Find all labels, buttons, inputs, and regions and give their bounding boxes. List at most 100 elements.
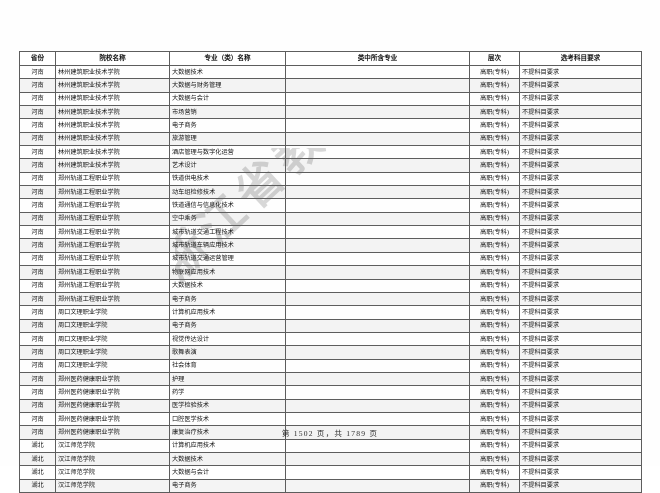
cell-level: 高职(专科) (469, 211, 520, 227)
cell-province: 河南 (19, 91, 56, 107)
cell-included-majors (285, 171, 470, 187)
cell-included-majors (285, 345, 470, 360)
cell-province: 河南 (19, 238, 56, 253)
cell-school-name: 汉江师范学院 (55, 465, 170, 480)
cell-school-name: 周口文理职业学院 (55, 305, 170, 320)
cell-school-name: 周口文理职业学院 (55, 318, 170, 333)
table-row: 河南 周口文理职业学院 视觉传达设计 高职(专科) 不提科目要求 (19, 331, 642, 347)
cell-included-majors (285, 91, 470, 107)
cell-province: 河南 (19, 78, 56, 93)
table-row: 河南 郑州轨道工程职业学院 城市轨道车辆应用技术 高职(专科) 不提科目要求 (19, 238, 642, 253)
cell-school-name: 郑州轨道工程职业学院 (55, 265, 170, 280)
cell-subject-requirement: 不提科目要求 (519, 118, 642, 133)
cell-school-name: 林州建筑职业技术学院 (55, 64, 170, 80)
cell-level: 高职(专科) (469, 238, 520, 253)
cell-subject-requirement: 不提科目要求 (519, 251, 642, 267)
cell-school-name: 郑州轨道工程职业学院 (55, 171, 170, 187)
cell-school-name: 汉江师范学院 (55, 451, 170, 467)
cell-included-majors (285, 385, 470, 400)
cell-major-name: 物联网应用技术 (169, 265, 286, 280)
catalog-table: 省份 院校名称 专业（类）名称 类中所含专业 层次 选考科目要求 河南 林州建筑职… (19, 51, 642, 493)
column-header-subject-requirement: 选考科目要求 (519, 51, 642, 66)
cell-included-majors (285, 331, 470, 347)
cell-level: 高职(专科) (469, 411, 520, 427)
cell-level: 高职(专科) (469, 478, 520, 493)
cell-major-name: 大数据技术 (169, 64, 286, 80)
cell-province: 河南 (19, 145, 56, 160)
cell-province: 河南 (19, 305, 56, 320)
table-row: 湖北 汉江师范学院 计算机应用技术 高职(专科) 不提科目要求 (19, 438, 642, 453)
cell-major-name: 城市轨道交通运营管理 (169, 251, 286, 267)
cell-school-name: 汉江师范学院 (55, 438, 170, 453)
cell-school-name: 郑州医药健康职业学院 (55, 411, 170, 427)
cell-subject-requirement: 不提科目要求 (519, 238, 642, 253)
cell-province: 河南 (19, 265, 56, 280)
cell-major-name: 旅游管理 (169, 131, 286, 147)
cell-school-name: 林州建筑职业技术学院 (55, 105, 170, 120)
cell-included-majors (285, 185, 470, 200)
cell-province: 河南 (19, 411, 56, 427)
cell-school-name: 林州建筑职业技术学院 (55, 118, 170, 133)
cell-subject-requirement: 不提科目要求 (519, 171, 642, 187)
cell-level: 高职(专科) (469, 371, 520, 387)
cell-level: 高职(专科) (469, 358, 520, 373)
table-row: 河南 周口文理职业学院 歌舞表演 高职(专科) 不提科目要求 (19, 345, 642, 360)
cell-major-name: 电子商务 (169, 318, 286, 333)
cell-level: 高职(专科) (469, 118, 520, 133)
cell-province: 河南 (19, 398, 56, 413)
cell-province: 河南 (19, 278, 56, 293)
cell-subject-requirement: 不提科目要求 (519, 265, 642, 280)
cell-subject-requirement: 不提科目要求 (519, 331, 642, 347)
table-row: 河南 周口文理职业学院 社会体育 高职(专科) 不提科目要求 (19, 358, 642, 373)
cell-major-name: 铁道通信与信息化技术 (169, 198, 286, 213)
cell-level: 高职(专科) (469, 291, 520, 307)
cell-included-majors (285, 478, 470, 493)
cell-school-name: 林州建筑职业技术学院 (55, 78, 170, 93)
cell-school-name: 郑州轨道工程职业学院 (55, 198, 170, 213)
cell-level: 高职(专科) (469, 331, 520, 347)
cell-province: 河南 (19, 171, 56, 187)
cell-province: 河南 (19, 198, 56, 213)
cell-subject-requirement: 不提科目要求 (519, 438, 642, 453)
cell-level: 高职(专科) (469, 145, 520, 160)
cell-province: 河南 (19, 331, 56, 347)
table-row: 河南 林州建筑职业技术学院 大数据与会计 高职(专科) 不提科目要求 (19, 91, 642, 107)
cell-school-name: 周口文理职业学院 (55, 358, 170, 373)
cell-subject-requirement: 不提科目要求 (519, 411, 642, 427)
cell-school-name: 林州建筑职业技术学院 (55, 158, 170, 173)
document-page: 浙江省教育考试院 省份 院校名称 专业（类）名称 类中所含专业 层次 选考科目要… (19, 51, 642, 493)
cell-included-majors (285, 198, 470, 213)
cell-major-name: 空中乘务 (169, 211, 286, 227)
cell-school-name: 周口文理职业学院 (55, 345, 170, 360)
cell-included-majors (285, 465, 470, 480)
cell-included-majors (285, 425, 470, 440)
cell-major-name: 药学 (169, 385, 286, 400)
cell-school-name: 周口文理职业学院 (55, 331, 170, 347)
table-row: 河南 郑州轨道工程职业学院 城市轨道交通工程技术 高职(专科) 不提科目要求 (19, 225, 642, 240)
table-row: 河南 林州建筑职业技术学院 大数据与财务管理 高职(专科) 不提科目要求 (19, 78, 642, 93)
table-row: 河南 林州建筑职业技术学院 酒店管理与数字化运营 高职(专科) 不提科目要求 (19, 145, 642, 160)
table-row: 河南 周口文理职业学院 电子商务 高职(专科) 不提科目要求 (19, 318, 642, 333)
cell-level: 高职(专科) (469, 398, 520, 413)
cell-subject-requirement: 不提科目要求 (519, 64, 642, 80)
cell-province: 河南 (19, 131, 56, 147)
cell-subject-requirement: 不提科目要求 (519, 451, 642, 467)
cell-major-name: 大数据与财务管理 (169, 78, 286, 93)
cell-subject-requirement: 不提科目要求 (519, 371, 642, 387)
cell-school-name: 郑州医药健康职业学院 (55, 371, 170, 387)
cell-included-majors (285, 158, 470, 173)
cell-major-name: 计算机应用技术 (169, 438, 286, 453)
table-row: 河南 郑州轨道工程职业学院 城市轨道交通运营管理 高职(专科) 不提科目要求 (19, 251, 642, 267)
column-header-province: 省份 (19, 51, 56, 66)
column-header-included-majors: 类中所含专业 (285, 51, 470, 66)
cell-school-name: 郑州医药健康职业学院 (55, 425, 170, 440)
cell-province: 河南 (19, 64, 56, 80)
cell-province: 河南 (19, 425, 56, 440)
cell-included-majors (285, 451, 470, 467)
cell-school-name: 郑州轨道工程职业学院 (55, 225, 170, 240)
cell-subject-requirement: 不提科目要求 (519, 198, 642, 213)
cell-school-name: 汉江师范学院 (55, 478, 170, 493)
cell-school-name: 郑州医药健康职业学院 (55, 398, 170, 413)
cell-province: 河南 (19, 185, 56, 200)
cell-province: 河南 (19, 211, 56, 227)
